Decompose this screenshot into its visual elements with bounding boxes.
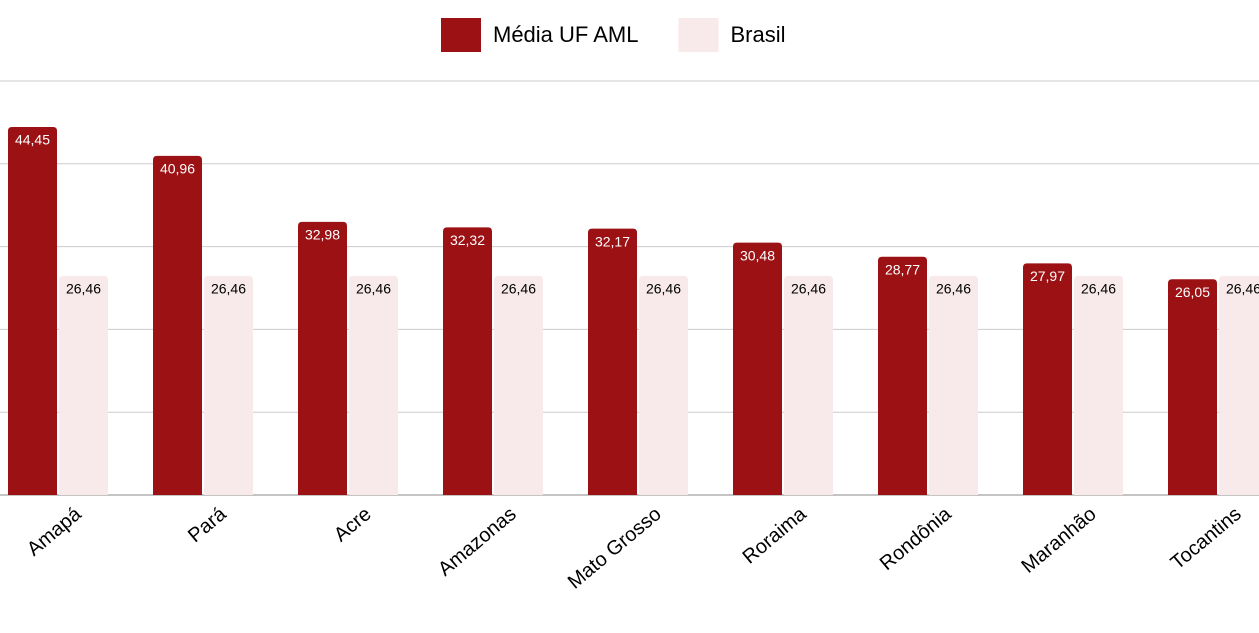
bar xyxy=(878,256,927,495)
bar xyxy=(349,275,398,495)
bar xyxy=(204,275,253,495)
x-tick-label: Acre xyxy=(330,503,376,546)
legend-swatch xyxy=(678,18,719,52)
x-tick-label: Tocantins xyxy=(1167,503,1246,574)
value-label: 32,98 xyxy=(305,227,340,243)
value-label: 26,46 xyxy=(1226,281,1259,297)
value-label: 28,77 xyxy=(885,261,920,277)
value-label: 32,17 xyxy=(595,233,630,249)
value-label: 26,46 xyxy=(356,281,391,297)
x-tick-label: Rondônia xyxy=(876,502,956,574)
bar xyxy=(8,126,57,495)
value-label: 26,46 xyxy=(211,281,246,297)
value-label: 27,97 xyxy=(1030,268,1065,284)
value-label: 26,46 xyxy=(791,281,826,297)
legend-swatch xyxy=(441,18,481,52)
value-label: 26,46 xyxy=(501,281,536,297)
legend-label: Média UF AML xyxy=(493,22,639,47)
value-label: 32,32 xyxy=(450,232,485,248)
bar xyxy=(1023,263,1072,495)
value-label: 26,46 xyxy=(66,281,101,297)
value-label: 26,46 xyxy=(1081,281,1116,297)
value-label: 44,45 xyxy=(15,132,50,148)
bar xyxy=(588,228,637,496)
x-tick-label: Roraima xyxy=(739,502,812,568)
x-tick-label: Amapá xyxy=(23,502,86,560)
bar xyxy=(639,275,688,495)
value-label: 30,48 xyxy=(740,247,775,263)
value-label: 26,46 xyxy=(646,281,681,297)
x-tick-label: Pará xyxy=(184,502,231,547)
value-label: 40,96 xyxy=(160,161,195,177)
x-tick-label: Maranhão xyxy=(1017,503,1100,578)
bar xyxy=(1074,275,1123,495)
bar xyxy=(298,221,347,495)
value-label: 26,46 xyxy=(936,281,971,297)
legend-label: Brasil xyxy=(731,22,786,47)
x-tick-label: Amazonas xyxy=(434,503,521,581)
bar xyxy=(494,275,543,495)
bar xyxy=(1219,275,1259,495)
bar xyxy=(443,227,492,496)
bar xyxy=(784,275,833,495)
bar xyxy=(1168,279,1217,495)
x-tick-label: Mato Grosso xyxy=(564,503,666,593)
value-label: 26,05 xyxy=(1175,284,1210,300)
bar xyxy=(733,242,782,495)
bar xyxy=(59,275,108,495)
bar xyxy=(153,155,202,495)
bar xyxy=(929,275,978,495)
